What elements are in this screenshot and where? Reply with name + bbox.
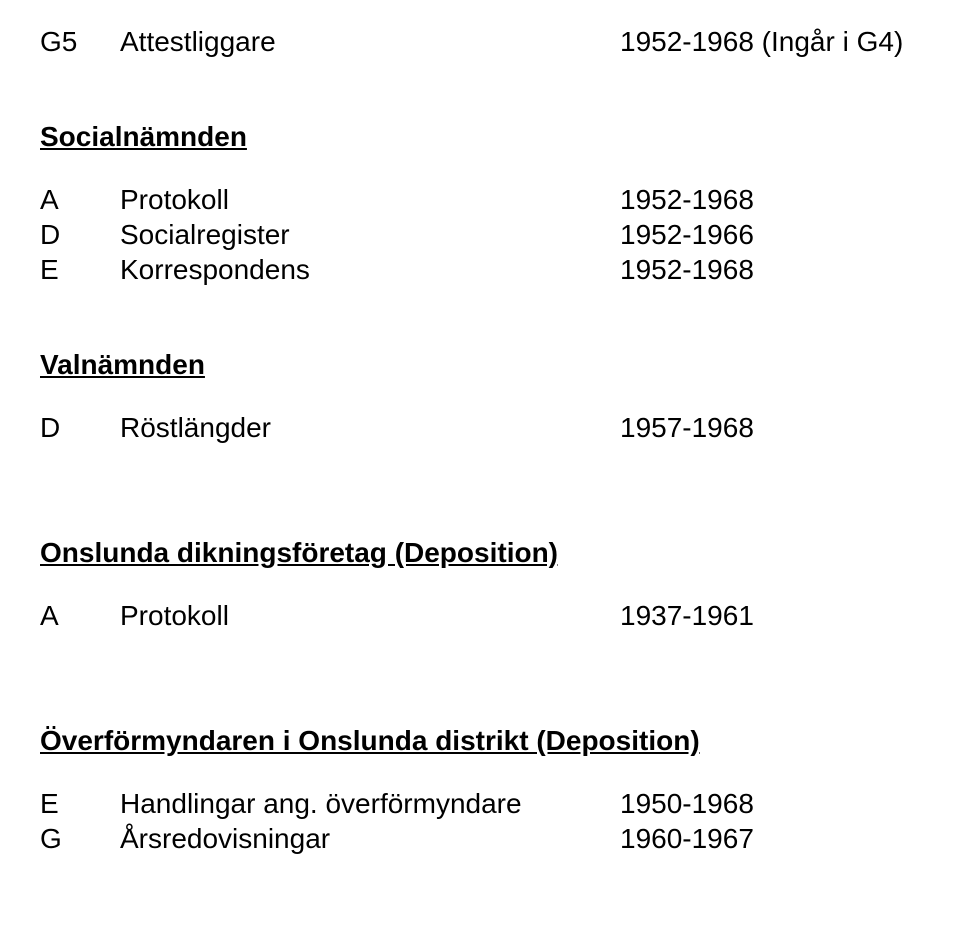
row-code: E (40, 252, 120, 287)
row-code: D (40, 410, 120, 445)
row-label: Årsredovisningar (120, 821, 620, 856)
spacer (40, 154, 920, 182)
row-value: 1952-1968 (620, 252, 920, 287)
row-label: Handlingar ang. överförmyndare (120, 786, 620, 821)
row-label: Korrespondens (120, 252, 620, 287)
row-value: 1937-1961 (620, 598, 920, 633)
spacer (40, 758, 920, 786)
section-heading: Valnämnden (40, 347, 920, 382)
section-heading: Socialnämnden (40, 119, 920, 154)
row-code: A (40, 182, 120, 217)
section-heading: Överförmyndaren i Onslunda distrikt (Dep… (40, 723, 920, 758)
row-label: Protokoll (120, 598, 620, 633)
document-page: G5 Attestliggare 1952-1968 (Ingår i G4) … (0, 0, 960, 896)
row-value: 1952-1968 (Ingår i G4) (620, 24, 920, 59)
row-value: 1950-1968 (620, 786, 920, 821)
section-heading: Onslunda dikningsföretag (Deposition) (40, 535, 920, 570)
row-label: Socialregister (120, 217, 620, 252)
spacer (40, 633, 920, 723)
spacer (40, 59, 920, 119)
row-label: Protokoll (120, 182, 620, 217)
row-value: 1952-1968 (620, 182, 920, 217)
row-value: 1952-1966 (620, 217, 920, 252)
table-row: D Socialregister 1952-1966 (40, 217, 920, 252)
table-row: D Röstlängder 1957-1968 (40, 410, 920, 445)
row-value: 1957-1968 (620, 410, 920, 445)
row-value: 1960-1967 (620, 821, 920, 856)
table-row: A Protokoll 1952-1968 (40, 182, 920, 217)
spacer (40, 445, 920, 535)
row-code: A (40, 598, 120, 633)
row-code: E (40, 786, 120, 821)
row-label: Röstlängder (120, 410, 620, 445)
table-row: G Årsredovisningar 1960-1967 (40, 821, 920, 856)
row-label: Attestliggare (120, 24, 620, 59)
spacer (40, 382, 920, 410)
top-row: G5 Attestliggare 1952-1968 (Ingår i G4) (40, 24, 920, 59)
row-code: D (40, 217, 120, 252)
row-code: G5 (40, 24, 120, 59)
table-row: A Protokoll 1937-1961 (40, 598, 920, 633)
table-row: E Korrespondens 1952-1968 (40, 252, 920, 287)
row-code: G (40, 821, 120, 856)
spacer (40, 570, 920, 598)
table-row: E Handlingar ang. överförmyndare 1950-19… (40, 786, 920, 821)
spacer (40, 287, 920, 347)
